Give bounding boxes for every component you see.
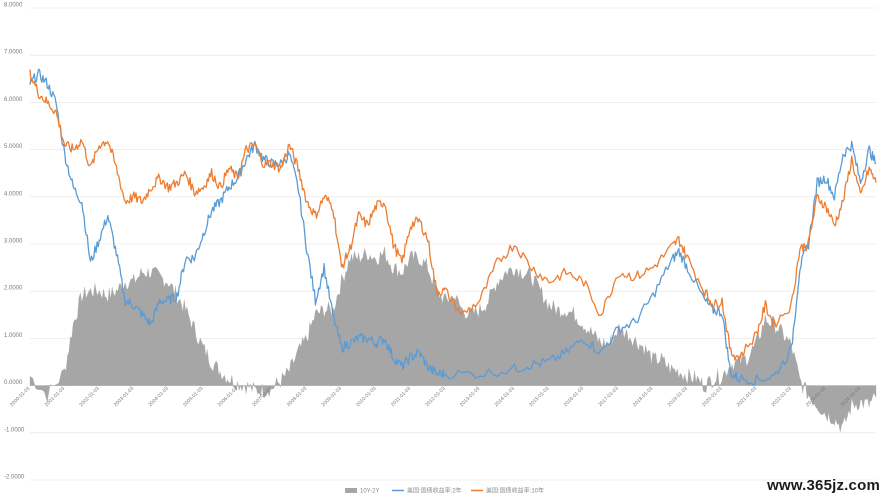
- legend-swatch: [345, 488, 357, 493]
- y-tick-label: 6.0000: [4, 97, 23, 103]
- legend: 10Y-2Y 美国:国债收益率:2年 美国:国债收益率:10年: [345, 487, 544, 495]
- series-line-us-10y: [29, 69, 877, 362]
- y-tick-label: 3.0000: [4, 239, 23, 245]
- y-tick-label: 1.0000: [4, 333, 23, 339]
- x-tick-label: 2006-01-03: [217, 386, 239, 408]
- x-tick-label: 2009-01-03: [321, 386, 343, 408]
- legend-item-us-10y: 美国:国债收益率:10年: [486, 487, 544, 495]
- x-tick-label: 2003-01-03: [113, 386, 135, 408]
- x-tick-label: 2005-01-03: [182, 386, 204, 408]
- x-tick-label: 2014-01-03: [494, 386, 516, 408]
- gridlines: [30, 7, 876, 481]
- legend-item-us-2y: 美国:国债收益率:2年: [407, 487, 462, 495]
- x-tick-label: 2021-01-03: [736, 386, 758, 408]
- series-area-10y-2y: [29, 246, 877, 432]
- series-line-us-2y: [29, 68, 877, 386]
- y-tick-label: 4.0000: [4, 191, 23, 197]
- legend-item-spread: 10Y-2Y: [360, 489, 379, 495]
- x-tick-label: 2000-01-03: [9, 386, 31, 408]
- x-tick-label: 2018-01-03: [632, 386, 654, 408]
- watermark-text: www.365jz.com: [767, 477, 880, 494]
- x-tick-label: 2015-01-03: [528, 386, 550, 408]
- y-tick-label: 0.0000: [4, 380, 23, 386]
- x-axis-ticks: 2000-01-03 2001-01-03 2002-01-03 2003-01-03…: [9, 386, 862, 409]
- x-tick-label: 2002-01-03: [78, 386, 100, 408]
- x-tick-label: 2004-01-03: [147, 386, 169, 408]
- y-tick-label: -2.0000: [4, 475, 25, 481]
- x-tick-label: 2011-01-03: [390, 386, 412, 408]
- yield-lines-layer: [29, 68, 877, 386]
- x-tick-label: 2012-01-03: [424, 386, 446, 408]
- x-tick-label: 2019-01-03: [667, 386, 689, 408]
- y-tick-label: 5.0000: [4, 144, 23, 150]
- y-tick-label: 2.0000: [4, 286, 23, 292]
- x-tick-label: 2010-01-03: [355, 386, 377, 408]
- x-tick-label: 2022-01-03: [770, 386, 792, 408]
- x-tick-label: 2017-01-03: [597, 386, 619, 408]
- spread-area-layer: [29, 246, 877, 432]
- y-tick-label: 8.0000: [4, 3, 23, 9]
- x-tick-label: 2008-01-03: [286, 386, 308, 408]
- x-tick-label: 2016-01-03: [563, 386, 585, 408]
- y-tick-label: -1.0000: [4, 427, 25, 433]
- x-tick-label: 2013-01-03: [459, 386, 481, 408]
- y-axis-ticks: -2.0000 -1.0000 0.0000 1.0000 2.0000 3.0000 4.…: [4, 3, 25, 481]
- y-tick-label: 7.0000: [4, 50, 23, 56]
